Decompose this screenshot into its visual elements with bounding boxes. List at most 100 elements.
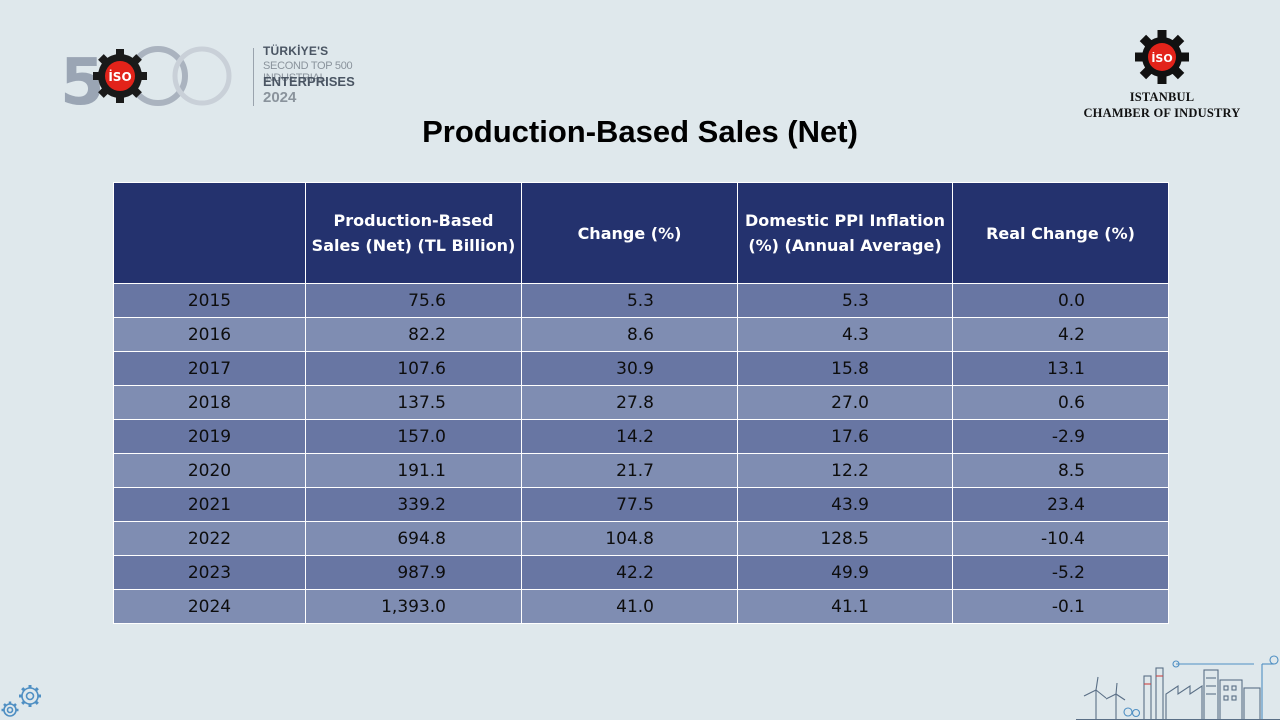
table-row: 2015 75.6 5.3 5.3 0.0 [113, 283, 1169, 318]
logo-line2: SECOND TOP 500 INDUSTRIAL [263, 60, 353, 84]
cell-real-change: 8.5 [952, 453, 1169, 488]
table-row: 2022 694.8 104.8 128.5 -10.4 [113, 521, 1169, 556]
cell-sales: 157.0 [305, 419, 522, 454]
header-year [113, 182, 306, 284]
gears-icon [1, 685, 41, 717]
cell-real-change: 4.2 [952, 317, 1169, 352]
cell-real-change: -5.2 [952, 555, 1169, 590]
cell-sales: 191.1 [305, 453, 522, 488]
cell-year: 2018 [113, 385, 306, 420]
cell-value: 42.2 [616, 562, 654, 583]
cell-value: 0.6 [1057, 392, 1085, 413]
cell-change: 5.3 [521, 283, 738, 318]
cell-value: 17.6 [831, 426, 869, 447]
cell-year: 2022 [113, 521, 306, 556]
cell-sales: 694.8 [305, 521, 522, 556]
table-row: 2020 191.1 21.7 12.2 8.5 [113, 453, 1169, 488]
cell-sales: 987.9 [305, 555, 522, 590]
cell-sales: 107.6 [305, 351, 522, 386]
cell-value: 137.5 [397, 392, 446, 413]
cell-value: 5.3 [841, 290, 869, 311]
cell-value: -0.1 [1051, 596, 1085, 617]
cell-ppi: 17.6 [737, 419, 953, 454]
cell-value: 694.8 [397, 528, 446, 549]
cell-value: 107.6 [397, 358, 446, 379]
cell-value: 43.9 [831, 494, 869, 515]
cell-year: 2015 [113, 283, 306, 318]
cell-value: 191.1 [397, 460, 446, 481]
cell-year: 2024 [113, 589, 306, 624]
cell-value: 4.3 [841, 324, 869, 345]
cell-value: 30.9 [616, 358, 654, 379]
table-header-row: Production-Based Sales (Net) (TL Billion… [113, 182, 1169, 284]
cell-real-change: 23.4 [952, 487, 1169, 522]
cell-ppi: 27.0 [737, 385, 953, 420]
cell-value: 15.8 [831, 358, 869, 379]
cell-value: 82.2 [408, 324, 446, 345]
cell-value: 987.9 [397, 562, 446, 583]
cell-real-change: 0.0 [952, 283, 1169, 318]
cell-sales: 137.5 [305, 385, 522, 420]
table-row: 2017 107.6 30.9 15.8 13.1 [113, 351, 1169, 386]
iso-line2: CHAMBER OF INDUSTRY [1083, 106, 1241, 120]
cell-change: 14.2 [521, 419, 738, 454]
cell-change: 27.8 [521, 385, 738, 420]
cell-value: 8.6 [626, 324, 654, 345]
factory-skyline-icon [1076, 655, 1280, 720]
cell-value: 27.0 [831, 392, 869, 413]
cell-value: 49.9 [831, 562, 869, 583]
cell-real-change: 13.1 [952, 351, 1169, 386]
sales-table: Production-Based Sales (Net) (TL Billion… [113, 182, 1169, 624]
cell-change: 104.8 [521, 521, 738, 556]
cell-change: 41.0 [521, 589, 738, 624]
table-row: 2024 1,393.0 41.0 41.1 -0.1 [113, 589, 1169, 624]
svg-text:İSO: İSO [108, 69, 131, 84]
logo-line4: 2024 [263, 89, 297, 106]
cell-sales: 339.2 [305, 487, 522, 522]
logo-line1: TÜRKİYE'S [263, 44, 329, 58]
cell-ppi: 41.1 [737, 589, 953, 624]
cell-sales: 82.2 [305, 317, 522, 352]
cell-value: 21.7 [616, 460, 654, 481]
cell-value: 8.5 [1057, 460, 1085, 481]
iso-line1: ISTANBUL [1129, 90, 1195, 104]
cell-change: 42.2 [521, 555, 738, 590]
cell-value: 41.0 [616, 596, 654, 617]
cell-ppi: 49.9 [737, 555, 953, 590]
cell-real-change: -10.4 [952, 521, 1169, 556]
cell-ppi: 43.9 [737, 487, 953, 522]
cell-year: 2021 [113, 487, 306, 522]
cell-ppi: 128.5 [737, 521, 953, 556]
cell-year: 2017 [113, 351, 306, 386]
cell-value: -2.9 [1051, 426, 1085, 447]
cell-ppi: 4.3 [737, 317, 953, 352]
cell-value: -5.2 [1051, 562, 1085, 583]
cell-change: 77.5 [521, 487, 738, 522]
page-title: Production-Based Sales (Net) [422, 114, 858, 149]
cell-value: 13.1 [1047, 358, 1085, 379]
cell-value: -10.4 [1041, 528, 1085, 549]
cell-sales: 75.6 [305, 283, 522, 318]
top500-logo: 5 İSO TÜRKİYE'S SECOND TOP 500 INDUSTRIA… [60, 42, 380, 112]
cell-value: 0.0 [1057, 290, 1085, 311]
cell-sales: 1,393.0 [305, 589, 522, 624]
logo-divider [253, 48, 254, 106]
iso-logo: İSO ISTANBUL CHAMBER OF INDUSTRY [1074, 30, 1250, 121]
cell-value: 4.2 [1057, 324, 1085, 345]
cell-value: 14.2 [616, 426, 654, 447]
table-row: 2021 339.2 77.5 43.9 23.4 [113, 487, 1169, 522]
header-sales: Production-Based Sales (Net) (TL Billion… [305, 182, 522, 284]
table-row: 2016 82.2 8.6 4.3 4.2 [113, 317, 1169, 352]
cell-real-change: 0.6 [952, 385, 1169, 420]
header-real-change: Real Change (%) [952, 182, 1169, 284]
logo-line3: ENTERPRISES [263, 74, 355, 89]
cell-value: 23.4 [1047, 494, 1085, 515]
cell-value: 104.8 [605, 528, 654, 549]
svg-text:İSO: İSO [1151, 51, 1172, 65]
cell-real-change: -0.1 [952, 589, 1169, 624]
iso-gear-logo-icon: İSO [1135, 30, 1189, 84]
cell-ppi: 5.3 [737, 283, 953, 318]
cell-change: 21.7 [521, 453, 738, 488]
cell-year: 2019 [113, 419, 306, 454]
header-ppi: Domestic PPI Inflation (%) (Annual Avera… [737, 182, 953, 284]
